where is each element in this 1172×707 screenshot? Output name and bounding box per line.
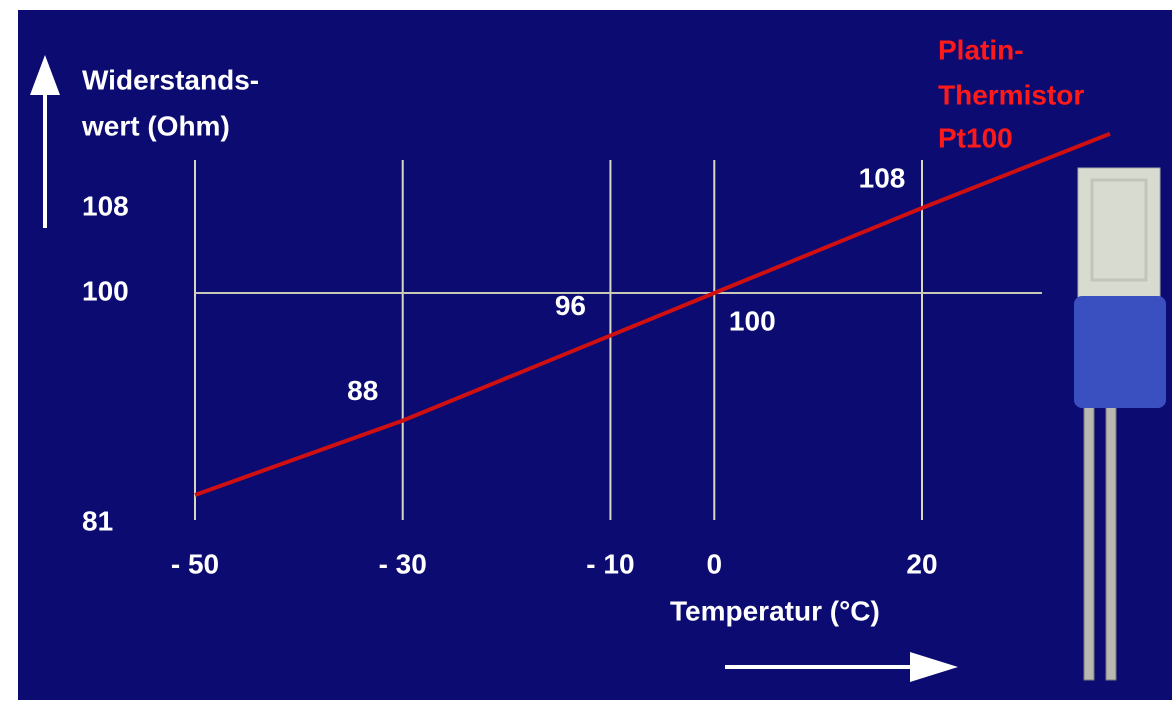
x-arrow-head (910, 652, 958, 682)
data-label: 96 (555, 290, 586, 321)
annotation: Thermistor (938, 79, 1084, 110)
y-label: Widerstands- (82, 64, 259, 95)
y-tick-label: 108 (82, 190, 129, 221)
line-extension (921, 131, 1111, 210)
thermistor (1074, 167, 1166, 681)
x-tick-label: - 50 (171, 548, 219, 579)
x-label: Temperatur (°C) (670, 595, 880, 626)
y-tick-label: 100 (82, 275, 129, 306)
data-label: 100 (729, 305, 776, 336)
annotation: Platin- (938, 34, 1024, 65)
background (18, 10, 1172, 700)
annotation: Pt100 (938, 122, 1013, 153)
y-label: wert (Ohm) (81, 110, 230, 141)
lead (1105, 394, 1117, 681)
data-label: 108 (859, 162, 906, 193)
data-label: 88 (347, 375, 378, 406)
lead (1083, 394, 1095, 681)
y-tick-label: 81 (82, 505, 113, 536)
x-tick-label: - 30 (379, 548, 427, 579)
x-tick-label: 20 (906, 548, 937, 579)
chip-pattern (1090, 178, 1148, 282)
x-tick-label: 0 (706, 548, 722, 579)
series-line (194, 206, 923, 497)
chip (1077, 167, 1161, 309)
x-tick-label: - 10 (586, 548, 634, 579)
coating (1074, 296, 1166, 408)
y-arrow-head (30, 55, 60, 95)
